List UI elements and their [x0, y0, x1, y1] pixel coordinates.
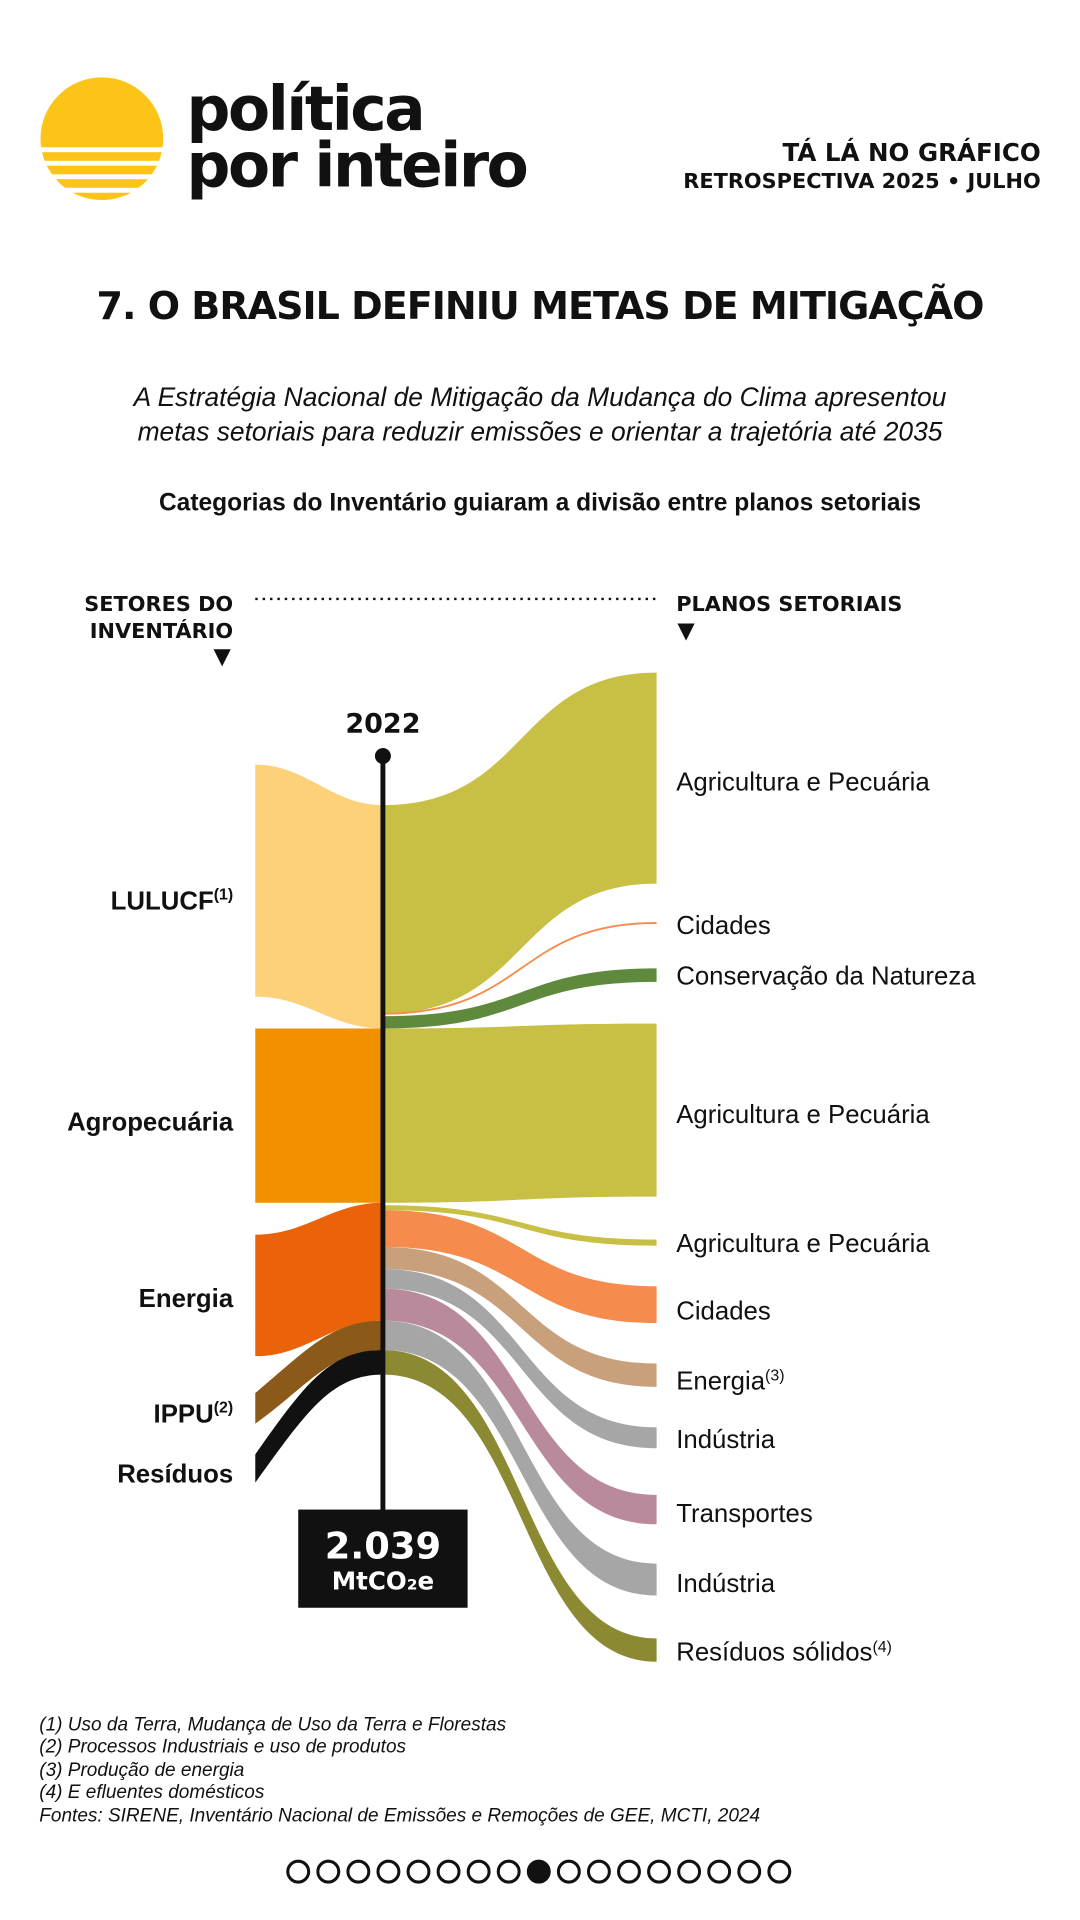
left-flows: [255, 764, 383, 1483]
total-unit: MtCO₂e: [332, 1566, 434, 1595]
footnote: (2) Processos Industriais e uso de produ…: [39, 1737, 406, 1758]
right-label: Agricultura e Pecuária: [676, 1230, 930, 1258]
right-header: PLANOS SETORIAIS: [676, 592, 902, 616]
footnote: (3) Produção de energia: [39, 1760, 244, 1781]
arrow: [213, 649, 231, 667]
left-label: Agropecuária: [67, 1108, 234, 1136]
right-label: Agricultura e Pecuária: [676, 768, 930, 796]
right-label: Resíduos sólidos(4): [676, 1639, 892, 1667]
diagram-title: Categorias do Inventário guiaram a divis…: [159, 490, 921, 517]
right-label: Transportes: [676, 1500, 813, 1528]
subtitle: A Estratégia Nacional de Mitigação da Mu…: [132, 382, 947, 412]
footnote: (1) Uso da Terra, Mudança de Uso da Terr…: [39, 1714, 506, 1735]
logo: [36, 77, 172, 201]
total-box: [298, 1509, 468, 1608]
right-label: Cidades: [676, 1297, 771, 1325]
right-label: Conservação da Natureza: [676, 962, 976, 990]
right-label: Energia(3): [676, 1367, 784, 1395]
left-header: INVENTÁRIO: [90, 618, 233, 643]
brand-line: política: [187, 74, 424, 145]
left-header: SETORES DO: [84, 592, 233, 616]
footnote: Fontes: SIRENE, Inventário Nacional de E…: [39, 1805, 760, 1826]
right-label: Cidades: [676, 912, 771, 940]
pagination: [286, 1859, 792, 1884]
right-flows: [382, 672, 657, 1662]
kicker: TÁ LÁ NO GRÁFICO: [783, 138, 1041, 167]
series: RETROSPECTIVA 2025 • JULHO: [683, 169, 1040, 193]
axis-dot: [374, 748, 391, 765]
brand-line: por inteiro: [187, 131, 527, 202]
arrow: [677, 623, 695, 641]
subtitle: metas setoriais para reduzir emissões e …: [138, 417, 943, 447]
left-label: Energia: [139, 1285, 234, 1313]
left-label: IPPU(2): [154, 1400, 234, 1429]
left-label: LULUCF(1): [111, 887, 234, 916]
total-value: 2.039: [325, 1525, 441, 1568]
title: 7. O BRASIL DEFINIU METAS DE MITIGAÇÃO: [97, 284, 984, 328]
left-label: Resíduos: [117, 1461, 233, 1489]
right-label: Indústria: [676, 1426, 775, 1454]
footnote: (4) E efluentes domésticos: [39, 1782, 265, 1803]
year: 2022: [345, 709, 420, 740]
right-label: Agricultura e Pecuária: [676, 1101, 930, 1129]
right-label: Indústria: [676, 1570, 775, 1598]
